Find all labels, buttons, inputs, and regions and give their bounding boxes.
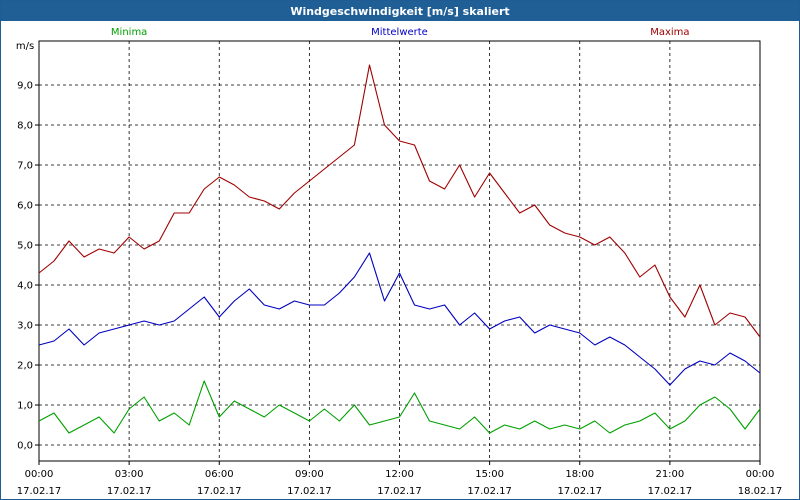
y-tick-label: 1,0	[17, 401, 33, 412]
grid	[39, 41, 760, 461]
y-axis-label: m/s	[16, 41, 34, 52]
x-tick-time-label: 12:00	[385, 469, 414, 480]
series-line-minima	[38, 380, 761, 434]
x-tick-date-label: 17.02.17	[557, 486, 602, 497]
y-tick-label: 5,0	[17, 241, 33, 252]
x-tick-date-label: 17.02.17	[197, 486, 242, 497]
x-tick-date-label: 17.02.17	[17, 486, 62, 497]
series-lines	[38, 64, 761, 434]
y-tick-label: 4,0	[17, 281, 33, 292]
legend-entry-minima: Minima	[111, 27, 147, 38]
chart-title: Windgeschwindigkeit [m/s] skaliert	[1, 1, 799, 21]
x-tick-date-label: 17.02.17	[648, 486, 693, 497]
legend: Minima Mittelwerte Maxima	[111, 27, 690, 38]
legend-entry-maxima: Maxima	[650, 27, 689, 38]
x-tick-time-label: 06:00	[205, 469, 234, 480]
x-tick-time-label: 21:00	[655, 469, 684, 480]
x-tick-date-label: 17.02.17	[467, 486, 512, 497]
x-tick-date-label: 17.02.17	[287, 486, 332, 497]
x-tick-date-label: 17.02.17	[107, 486, 152, 497]
y-tick-label: 2,0	[17, 361, 33, 372]
y-tick-label: 9,0	[17, 81, 33, 92]
y-axis: 0,0 1,0 2,0 3,0 4,0 5,0 6,0 7,0 8,0 9,0	[17, 81, 39, 452]
x-tick-date-label: 17.02.17	[377, 486, 422, 497]
x-tick-time-label: 03:00	[115, 469, 144, 480]
x-tick-date-label: 18.02.17	[738, 486, 783, 497]
series-line-mittelwerte	[38, 252, 761, 386]
y-tick-label: 7,0	[17, 161, 33, 172]
y-tick-label: 0,0	[17, 441, 33, 452]
y-tick-label: 8,0	[17, 121, 33, 132]
x-tick-time-label: 00:00	[746, 469, 775, 480]
x-tick-time-label: 18:00	[565, 469, 594, 480]
legend-entry-mittelwerte: Mittelwerte	[371, 27, 428, 38]
x-tick-time-label: 15:00	[475, 469, 504, 480]
x-tick-time-label: 00:00	[25, 469, 54, 480]
x-tick-time-label: 09:00	[295, 469, 324, 480]
x-axis: 00:00 17.02.17 03:00 17.02.17 06:00 17.02.17 0…	[17, 461, 783, 497]
series-line-maxima	[38, 64, 761, 338]
y-tick-label: 6,0	[17, 201, 33, 212]
y-tick-label: 3,0	[17, 321, 33, 332]
